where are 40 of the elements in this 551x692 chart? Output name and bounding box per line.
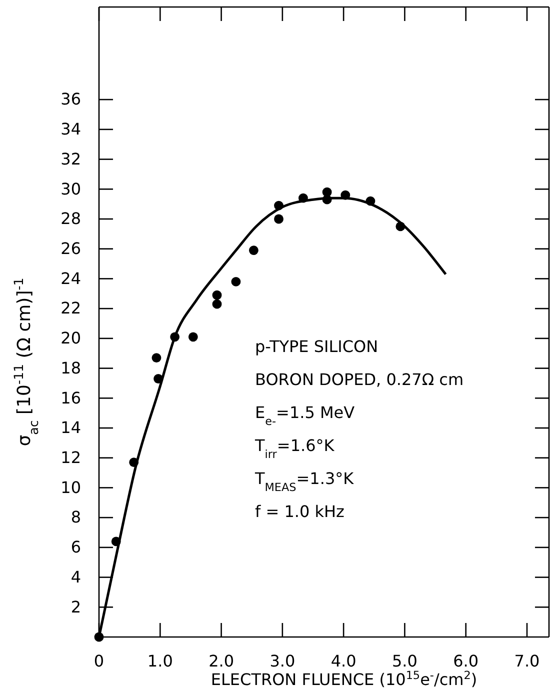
x-tick-label: 1.0 xyxy=(147,651,173,670)
annotation: E$_{e-}$=1.5 MeV xyxy=(255,403,355,428)
x-axis-title: ELECTRON FLUENCE (10$^{15}$e$^{-}$/cm$^{2}$) xyxy=(210,668,478,689)
y-tick-label: 28 xyxy=(60,209,81,228)
x-tick-label: 5.0 xyxy=(392,651,418,670)
y-tick-label: 26 xyxy=(60,238,81,258)
y-tick-label: 2 xyxy=(70,597,81,616)
annotation: p-TYPE SILICON xyxy=(255,337,378,356)
y-tick-label: 14 xyxy=(60,418,81,438)
point xyxy=(212,299,222,309)
annotation: f = 1.0 kHz xyxy=(255,502,344,521)
y-tick-label: 16 xyxy=(60,388,81,408)
y-tick-label: 20 xyxy=(60,328,81,348)
point xyxy=(274,214,284,224)
point xyxy=(248,246,258,256)
point xyxy=(212,290,222,300)
y-tick-label: 18 xyxy=(60,358,81,378)
y-tick-label: 24 xyxy=(60,268,81,288)
x-tick-label: 7.0 xyxy=(514,651,540,670)
y-tick-label: 34 xyxy=(60,120,81,139)
annotation: BORON DOPED, 0.27Ω cm xyxy=(255,370,464,389)
point xyxy=(188,332,198,342)
point xyxy=(231,276,241,286)
y-tick-label: 6 xyxy=(70,538,81,557)
y-tick-label: 10 xyxy=(60,478,81,497)
y-tick-label: 12 xyxy=(60,448,81,467)
y-tick-label: 4 xyxy=(70,567,81,586)
point xyxy=(152,353,162,363)
y-tick-label: 36 xyxy=(60,90,81,109)
y-tick-label: 8 xyxy=(70,508,81,527)
annotation: T$_{MEAS}$=1.3°K xyxy=(254,469,354,494)
x-tick-label: 6.0 xyxy=(453,651,479,670)
y-tick-label: 32 xyxy=(60,149,81,168)
x-tick-label: 2.0 xyxy=(208,651,234,670)
x-tick-label: 4.0 xyxy=(330,651,356,670)
annotation: T$_{irr}$=1.6°K xyxy=(254,436,335,460)
x-tick-label: 3.0 xyxy=(270,651,296,670)
y-tick-label: 30 xyxy=(60,179,81,198)
x-tick-label: 0 xyxy=(94,651,104,670)
y-tick-label: 22 xyxy=(60,298,81,318)
